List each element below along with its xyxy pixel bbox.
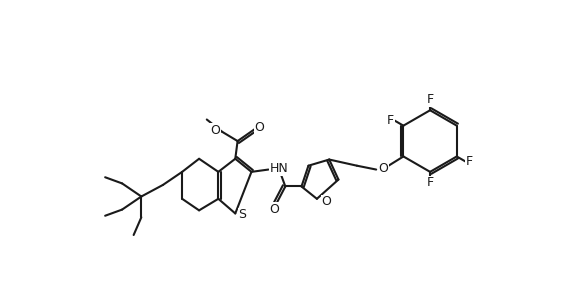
Text: O: O (210, 124, 220, 137)
Text: F: F (427, 93, 434, 106)
Text: F: F (466, 155, 473, 168)
Text: F: F (387, 114, 394, 127)
Text: F: F (427, 176, 434, 189)
Text: O: O (321, 195, 332, 209)
Text: O: O (270, 203, 280, 216)
Text: O: O (379, 162, 388, 175)
Text: HN: HN (270, 162, 289, 175)
Text: O: O (254, 121, 264, 134)
Text: S: S (238, 209, 246, 222)
